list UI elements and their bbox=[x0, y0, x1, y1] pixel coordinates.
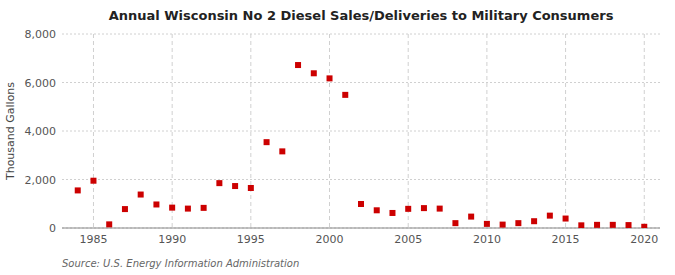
point bbox=[138, 192, 144, 198]
grid bbox=[62, 34, 660, 228]
point bbox=[641, 224, 647, 228]
title: Annual Wisconsin No 2 Diesel Sales/Deliv… bbox=[109, 8, 614, 23]
point bbox=[185, 206, 191, 212]
point bbox=[311, 70, 317, 76]
point bbox=[279, 148, 285, 154]
y-grid-line bbox=[62, 34, 660, 35]
point bbox=[75, 187, 81, 193]
source-note: Source: U.S. Energy Information Administ… bbox=[62, 258, 299, 269]
point bbox=[610, 222, 616, 228]
point bbox=[578, 222, 584, 228]
point bbox=[169, 205, 175, 211]
point bbox=[437, 206, 443, 212]
x-tick-label: 2020 bbox=[630, 233, 658, 246]
point bbox=[106, 221, 112, 227]
y-tick-label: 0 bbox=[49, 222, 56, 235]
point bbox=[594, 222, 600, 228]
x-tick-label: 1985 bbox=[79, 233, 107, 246]
chart: Annual Wisconsin No 2 Diesel Sales/Deliv… bbox=[0, 0, 675, 275]
y-grid-line bbox=[62, 131, 660, 132]
point bbox=[201, 205, 207, 211]
point bbox=[327, 75, 333, 81]
y-tick-label: 8,000 bbox=[25, 28, 57, 41]
x-tick-label: 2010 bbox=[473, 233, 501, 246]
y-grid-line bbox=[62, 228, 660, 229]
point bbox=[389, 210, 395, 216]
y-tick-label: 4,000 bbox=[25, 125, 57, 138]
point bbox=[452, 220, 458, 226]
point bbox=[626, 222, 632, 228]
x-grid-line bbox=[172, 34, 173, 228]
point bbox=[547, 213, 553, 219]
point bbox=[342, 92, 348, 98]
point bbox=[531, 218, 537, 224]
x-grid-line bbox=[93, 34, 94, 228]
point bbox=[248, 185, 254, 191]
point bbox=[232, 183, 238, 189]
x-grid-line bbox=[486, 34, 487, 228]
y-grid-line bbox=[62, 179, 660, 180]
point bbox=[153, 201, 159, 207]
x-grid-line bbox=[329, 34, 330, 228]
point bbox=[563, 216, 569, 222]
point bbox=[500, 222, 506, 228]
point bbox=[90, 178, 96, 184]
point bbox=[468, 214, 474, 220]
point bbox=[515, 220, 521, 226]
x-grid-line bbox=[565, 34, 566, 228]
point bbox=[484, 221, 490, 227]
point bbox=[295, 62, 301, 68]
y-grid-line bbox=[62, 82, 660, 83]
x-axis-line bbox=[62, 228, 660, 229]
point bbox=[358, 201, 364, 207]
y-axis-label: Thousand Gallons bbox=[4, 82, 17, 181]
y-tick-label: 2,000 bbox=[25, 174, 57, 187]
x-grid-line bbox=[644, 34, 645, 228]
x-tick-label: 1995 bbox=[237, 233, 265, 246]
point bbox=[122, 206, 128, 212]
x-tick-label: 1990 bbox=[158, 233, 186, 246]
x-grid-line bbox=[250, 34, 251, 228]
point bbox=[264, 139, 270, 145]
y-tick-label: 6,000 bbox=[25, 77, 57, 90]
x-tick-label: 2015 bbox=[552, 233, 580, 246]
point bbox=[421, 205, 427, 211]
point bbox=[216, 180, 222, 186]
x-grid-line bbox=[408, 34, 409, 228]
points bbox=[75, 62, 648, 228]
point bbox=[374, 207, 380, 213]
x-tick-label: 2005 bbox=[394, 233, 422, 246]
x-tick-label: 2000 bbox=[316, 233, 344, 246]
point bbox=[405, 206, 411, 212]
